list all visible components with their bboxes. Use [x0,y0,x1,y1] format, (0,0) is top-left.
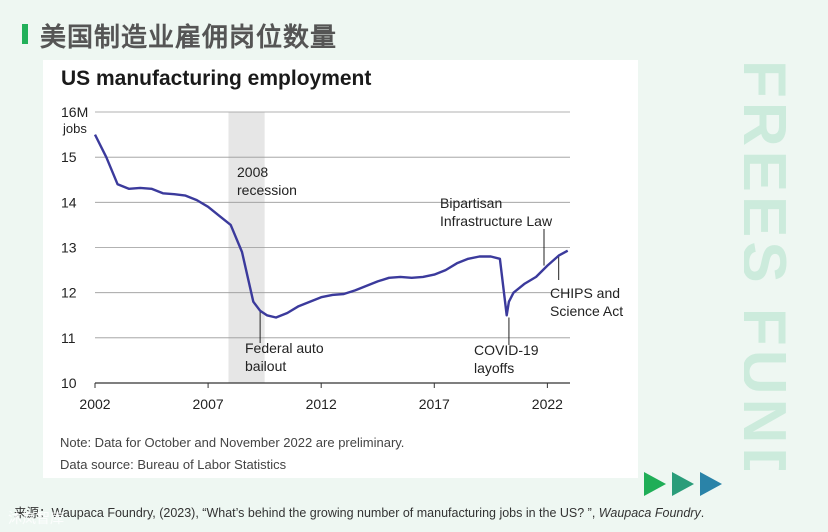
y-tick-label: 14 [61,194,77,210]
y-tick-label: 15 [61,149,77,165]
x-tick-label: 2022 [532,396,563,412]
annotation-label: COVID-19 [474,342,539,358]
y-tick-label: 10 [61,375,77,391]
arrow-icon-2 [672,472,694,496]
title-accent-bar [22,24,28,44]
y-tick-label: 12 [61,285,77,301]
y-unit-label: jobs [62,121,87,136]
annotation-label: bailout [245,358,286,374]
chart-title: US manufacturing employment [61,67,372,90]
data-source: Data source: Bureau of Labor Statistics [60,457,287,472]
arrow-icon-1 [644,472,666,496]
recession-label: 2008 [237,164,268,180]
next-arrows-icon [644,472,722,496]
y-tick-label: 13 [61,240,77,256]
arrow-icon-3 [700,472,722,496]
annotation-label: Infrastructure Law [440,213,553,229]
annotation-label: layoffs [474,360,514,376]
x-tick-label: 2017 [419,396,450,412]
annotation-label: Bipartisan [440,195,502,211]
annotation-label: CHIPS and [550,285,620,301]
x-tick-label: 2012 [306,396,337,412]
y-tick-label: 16M [61,104,88,120]
y-tick-label: 11 [61,330,76,346]
chart-note: Note: Data for October and November 2022… [60,435,405,450]
page-title: 美国制造业雇佣岗位数量 [40,23,338,53]
annotation-label: Science Act [550,303,623,319]
employment-series-line [93,134,569,319]
logo: 沐岚智库 [8,510,64,526]
annotation-label: Federal auto [245,340,324,356]
x-tick-label: 2007 [193,396,224,412]
recession-label: recession [237,182,297,198]
chart-card [43,60,638,478]
source-citation: 来源：Waupaca Foundry, (2023), “What’s behi… [14,506,705,520]
x-tick-label: 2002 [79,396,110,412]
